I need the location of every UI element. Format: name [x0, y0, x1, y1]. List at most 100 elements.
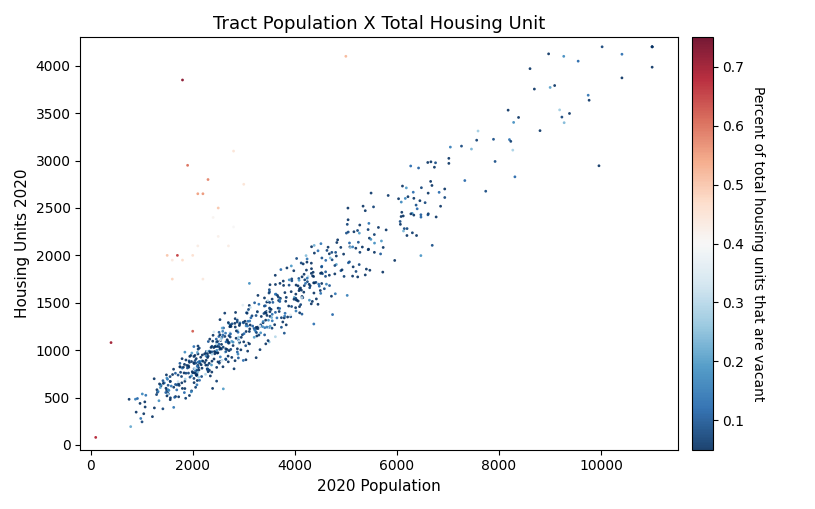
Point	[430, 213, 443, 221]
Point	[129, 395, 142, 403]
Point	[185, 349, 198, 357]
Point	[330, 238, 343, 246]
Point	[224, 321, 237, 329]
Point	[231, 348, 244, 356]
Point	[262, 338, 275, 346]
Point	[233, 321, 246, 329]
Point	[428, 163, 441, 172]
Point	[135, 418, 148, 426]
Point	[218, 309, 231, 317]
Point	[367, 203, 380, 211]
Point	[248, 324, 261, 332]
Point	[455, 142, 468, 150]
Point	[297, 270, 311, 278]
Point	[190, 371, 203, 379]
Point	[200, 365, 214, 373]
Point	[201, 365, 214, 374]
Point	[211, 349, 224, 357]
Point	[350, 244, 363, 252]
Point	[196, 275, 209, 283]
Point	[350, 267, 363, 275]
Point	[296, 310, 309, 318]
Point	[191, 377, 204, 385]
Point	[187, 359, 200, 367]
Point	[306, 268, 319, 276]
Point	[192, 242, 205, 250]
Point	[187, 379, 200, 387]
Point	[134, 400, 147, 408]
Point	[249, 354, 262, 362]
Point	[340, 229, 353, 237]
Point	[289, 304, 302, 312]
Point	[199, 370, 212, 378]
Point	[201, 352, 214, 360]
Point	[203, 366, 216, 375]
Point	[325, 248, 338, 257]
Point	[444, 143, 457, 151]
Point	[368, 239, 381, 247]
Point	[263, 304, 276, 312]
Point	[290, 296, 303, 304]
Point	[191, 371, 204, 379]
Point	[306, 297, 319, 305]
Point	[341, 259, 355, 267]
Point	[224, 345, 237, 353]
Point	[354, 248, 367, 257]
Point	[341, 216, 355, 224]
Point	[347, 228, 360, 236]
Point	[175, 355, 188, 363]
Point	[186, 251, 199, 260]
Point	[272, 293, 285, 301]
Point	[219, 355, 232, 363]
Point	[297, 281, 311, 290]
Point	[181, 364, 194, 372]
Point	[398, 224, 411, 233]
Point	[205, 348, 218, 356]
Point	[305, 243, 318, 251]
Point	[645, 43, 659, 51]
Y-axis label: Percent of total housing units that are vacant: Percent of total housing units that are …	[751, 86, 765, 401]
Point	[351, 273, 364, 281]
Point	[331, 236, 344, 244]
Point	[183, 391, 196, 400]
Point	[192, 350, 205, 358]
Point	[235, 346, 248, 354]
Point	[179, 356, 192, 364]
Point	[260, 323, 273, 331]
Point	[196, 357, 209, 365]
Point	[185, 357, 198, 365]
Point	[231, 350, 244, 358]
Point	[322, 243, 335, 251]
Point	[272, 296, 285, 304]
Point	[150, 390, 163, 399]
Point	[189, 359, 202, 367]
Point	[167, 383, 180, 391]
Point	[165, 275, 178, 283]
Point	[124, 422, 137, 431]
Point	[289, 294, 302, 302]
Point	[273, 307, 286, 316]
Point	[273, 297, 286, 305]
Point	[243, 327, 256, 335]
Point	[263, 288, 276, 296]
Point	[294, 300, 307, 308]
Point	[548, 81, 562, 90]
Point	[208, 348, 221, 356]
Point	[296, 273, 309, 281]
Point	[237, 338, 250, 346]
Point	[186, 367, 199, 376]
Point	[205, 361, 218, 369]
Point	[544, 83, 557, 92]
Point	[217, 331, 230, 339]
Point	[174, 363, 187, 371]
Point	[151, 388, 164, 397]
X-axis label: 2020 Population: 2020 Population	[317, 479, 441, 494]
Point	[231, 354, 244, 362]
Point	[192, 366, 205, 374]
Point	[219, 345, 232, 353]
Point	[226, 320, 239, 328]
Point	[419, 199, 432, 207]
Point	[458, 177, 471, 185]
Point	[192, 361, 205, 370]
Point	[571, 57, 584, 65]
